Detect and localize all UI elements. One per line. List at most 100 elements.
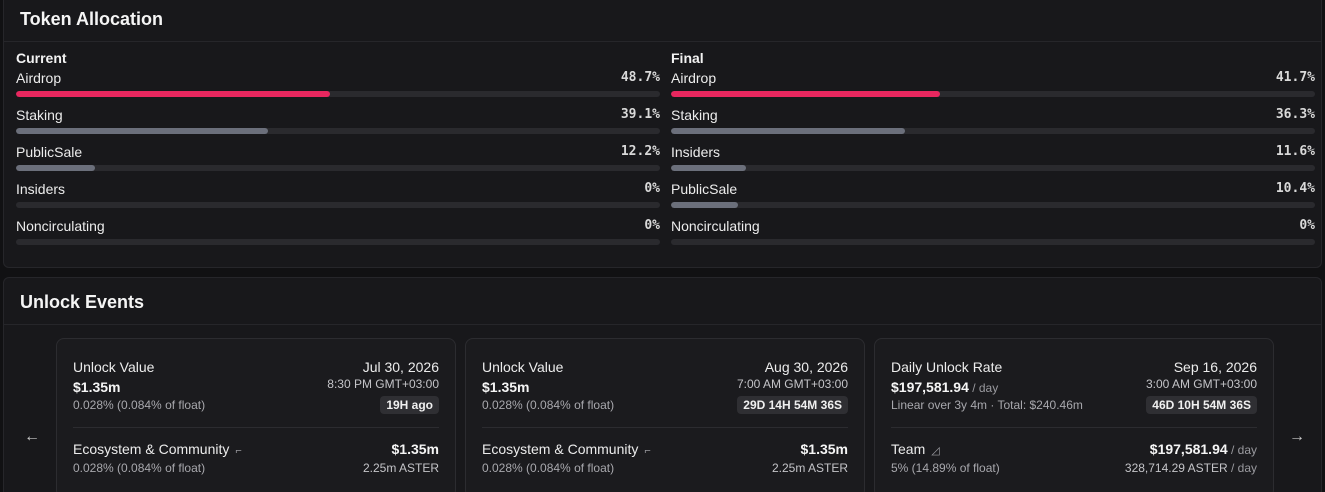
category-value: $1.35m (801, 441, 848, 457)
divider (4, 324, 1321, 325)
allocation-row: Insiders 11.6% (671, 144, 1315, 181)
unlock-event-card[interactable]: Unlock Value Jul 30, 2026 $1.35m 8:30 PM GM… (56, 338, 456, 492)
final-allocation: Final Airdrop 41.7% Staking 36.3% Insiders 11… (671, 50, 1315, 255)
allocation-row: Staking 36.3% (671, 107, 1315, 144)
category-tokens: 2.25m ASTER (363, 461, 439, 475)
event-date: Aug 30, 2026 (764, 359, 848, 375)
category-value-amount: $197,581.94 (1149, 441, 1228, 457)
allocation-percent: 12.2% (620, 144, 660, 159)
tokens-amount: 2.25m ASTER (362, 461, 439, 475)
linear-chart-icon: ◿ (931, 445, 940, 457)
allocation-label: Airdrop (16, 70, 62, 86)
allocation-percent: 36.3% (1275, 107, 1315, 122)
step-chart-icon: ⌐ (235, 445, 242, 457)
event-countdown-badge: 29D 14H 54M 36S (737, 396, 848, 414)
progress-fill (16, 91, 330, 97)
event-time: 8:30 PM GMT+03:00 (327, 377, 439, 391)
category-value: $1.35m (392, 441, 439, 457)
event-category: Ecosystem & Community ⌐ (482, 441, 651, 457)
allocation-row: Noncirculating 0% (671, 218, 1315, 255)
progress-track (16, 202, 660, 208)
amount-value: $1.35m (482, 379, 530, 395)
amount-value: $1.35m (73, 379, 121, 395)
category-tokens: 2.25m ASTER (772, 461, 848, 475)
unlock-event-card[interactable]: Unlock Value Aug 30, 2026 $1.35m 7:00 AM GM… (465, 338, 865, 492)
unlock-event-card[interactable]: Daily Unlock Rate Sep 16, 2026 $197,581.94… (874, 338, 1274, 492)
current-allocation: Current Airdrop 48.7% Staking 39.1% PublicSa… (16, 50, 660, 255)
progress-fill (16, 165, 95, 171)
event-amount: $1.35m (73, 379, 120, 395)
event-category: Ecosystem & Community ⌐ (73, 441, 242, 457)
event-time: 7:00 AM GMT+03:00 (736, 377, 848, 391)
divider (73, 427, 439, 428)
progress-track (671, 91, 1315, 97)
progress-track (671, 202, 1315, 208)
allocation-label: PublicSale (16, 144, 83, 160)
event-title: Unlock Value (482, 359, 564, 375)
allocation-label: Noncirculating (16, 218, 105, 234)
allocation-percent: 39.1% (620, 107, 660, 122)
event-countdown-badge: 46D 10H 54M 36S (1146, 396, 1257, 414)
allocation-row: PublicSale 10.4% (671, 181, 1315, 218)
arrow-right-icon[interactable]: → (1289, 428, 1305, 445)
allocation-row: Noncirculating 0% (16, 218, 660, 255)
allocation-row: Insiders 0% (16, 181, 660, 218)
tokens-unit: / day (1227, 461, 1257, 475)
category-percent: 5% (14.89% of float) (891, 461, 1000, 475)
event-supply-percent: 0.028% (0.084% of float) (482, 398, 615, 412)
category-value-unit: / day (1227, 443, 1257, 457)
progress-fill (671, 128, 905, 134)
allocation-row: PublicSale 12.2% (16, 144, 660, 181)
event-title: Unlock Value (73, 359, 155, 375)
allocation-percent: 48.7% (620, 70, 660, 85)
tokens-amount: 2.25m ASTER (771, 461, 848, 475)
event-countdown-badge: 19H ago (380, 396, 439, 414)
current-title: Current (16, 50, 67, 66)
event-title: Daily Unlock Rate (891, 359, 1003, 375)
allocation-label: Airdrop (671, 70, 717, 86)
allocation-label: Insiders (671, 144, 721, 160)
allocation-label: Staking (16, 107, 63, 123)
progress-fill (16, 128, 268, 134)
progress-track (16, 239, 660, 245)
category-label: Team (891, 441, 926, 457)
divider (891, 427, 1257, 428)
allocation-percent: 0% (1299, 218, 1315, 233)
progress-track (671, 128, 1315, 134)
allocation-percent: 11.6% (1275, 144, 1315, 159)
amount-value: $197,581.94 (891, 379, 969, 395)
arrow-left-icon[interactable]: ← (24, 428, 40, 445)
progress-fill (671, 202, 738, 208)
allocation-label: Staking (671, 107, 718, 123)
allocation-percent: 41.7% (1275, 70, 1315, 85)
category-value-amount: $1.35m (391, 441, 439, 457)
category-value-amount: $1.35m (800, 441, 848, 457)
progress-fill (671, 165, 746, 171)
category-label: Ecosystem & Community (73, 441, 230, 457)
step-chart-icon: ⌐ (644, 445, 651, 457)
event-supply-percent: Linear over 3y 4m · Total: $240.46m (891, 398, 1083, 412)
allocation-label: PublicSale (671, 181, 738, 197)
unlock-events-title: Unlock Events (20, 292, 145, 312)
progress-track (16, 91, 660, 97)
allocation-label: Noncirculating (671, 218, 760, 234)
event-category: Team ◿ (891, 441, 940, 457)
event-amount: $1.35m (482, 379, 529, 395)
category-value: $197,581.94 / day (1150, 441, 1257, 457)
category-percent: 0.028% (0.084% of float) (73, 461, 206, 475)
category-percent: 0.028% (0.084% of float) (482, 461, 615, 475)
allocation-percent: 10.4% (1275, 181, 1315, 196)
event-amount: $197,581.94 / day (891, 379, 998, 395)
token-allocation-title: Token Allocation (20, 9, 164, 29)
divider (4, 41, 1321, 42)
allocation-row: Staking 39.1% (16, 107, 660, 144)
allocation-row: Airdrop 41.7% (671, 70, 1315, 107)
progress-track (16, 128, 660, 134)
event-supply-percent: 0.028% (0.084% of float) (73, 398, 206, 412)
allocation-percent: 0% (644, 181, 660, 196)
progress-track (16, 165, 660, 171)
event-date: Sep 16, 2026 (1173, 359, 1257, 375)
category-tokens: 328,714.29 ASTER / day (1125, 461, 1257, 475)
unlock-events-card: Unlock Events ← Unlock Value Jul 30, 2026… (3, 277, 1322, 492)
allocation-row: Airdrop 48.7% (16, 70, 660, 107)
